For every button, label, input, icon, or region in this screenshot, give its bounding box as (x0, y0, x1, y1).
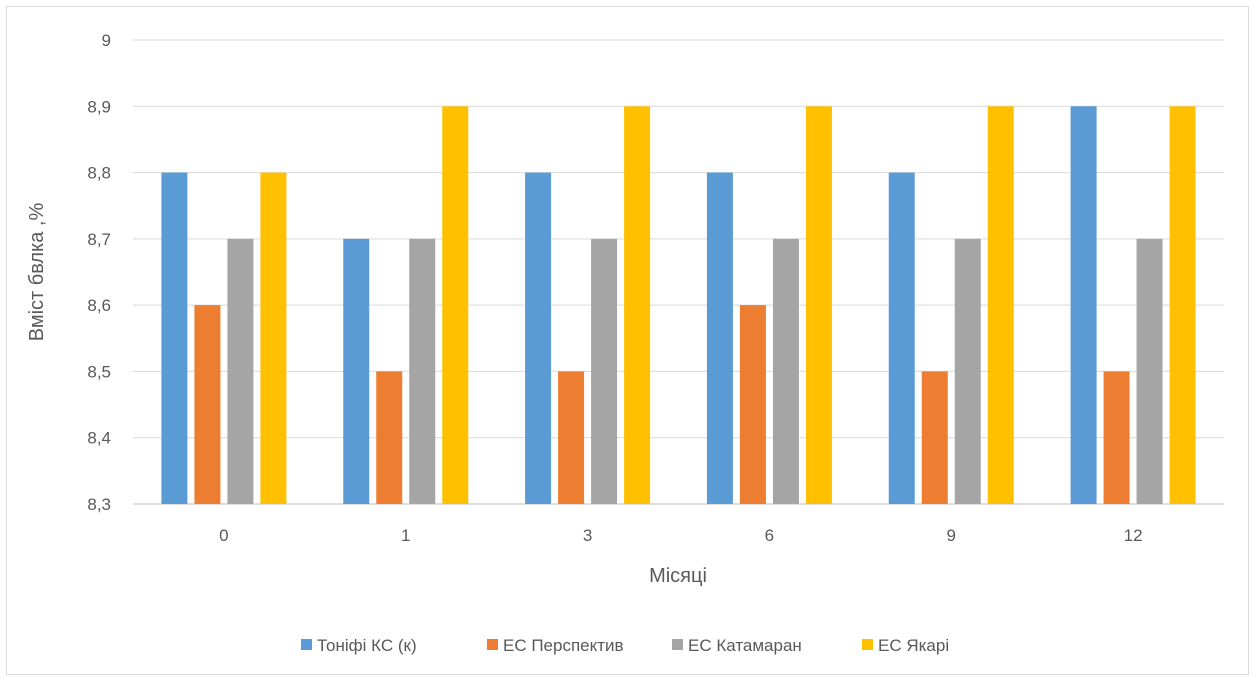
bar (376, 371, 403, 504)
bar (772, 238, 799, 504)
bar (1169, 106, 1196, 505)
x-tick-label: 12 (1124, 526, 1143, 545)
y-tick-label: 8,4 (87, 429, 111, 448)
y-tick-label: 8,7 (87, 230, 111, 249)
y-tick-labels: 8,3 8,4 8,5 8,6 8,7 8,8 8,9 9 (87, 31, 111, 514)
x-tick-label: 1 (401, 526, 410, 545)
bar (706, 172, 733, 505)
bar (954, 238, 981, 504)
bar (227, 238, 254, 504)
legend-swatch (487, 639, 498, 650)
bar (1136, 238, 1163, 504)
legend-swatch (862, 639, 873, 650)
bar (525, 172, 552, 505)
legend-swatch (301, 639, 312, 650)
x-tick-label: 3 (583, 526, 592, 545)
bar (987, 106, 1014, 505)
bar (161, 172, 188, 505)
legend-label: Тоніфі КС (к) (317, 636, 417, 655)
bars (161, 106, 1196, 505)
y-tick-label: 8,8 (87, 164, 111, 183)
bar (591, 238, 618, 504)
bar (442, 106, 469, 505)
bar (409, 238, 436, 504)
x-tick-label: 6 (765, 526, 774, 545)
y-tick-label: 8,6 (87, 296, 111, 315)
bar (1103, 371, 1130, 504)
bar (1070, 106, 1097, 505)
legend-swatch (672, 639, 683, 650)
bar (739, 305, 766, 504)
y-tick-label: 8,3 (87, 495, 111, 514)
bar (921, 371, 948, 504)
bar (888, 172, 915, 505)
y-tick-label: 8,5 (87, 362, 111, 381)
legend-label: ЕС Якарі (878, 636, 949, 655)
legend-label: ЕС Катамаран (688, 636, 802, 655)
bar (194, 305, 221, 504)
gridlines (133, 39, 1224, 505)
legend: Тоніфі КС (к) ЕС Перспектив ЕС Катамаран ЕС… (301, 636, 949, 655)
y-tick-label: 9 (102, 31, 111, 50)
bar (343, 238, 370, 504)
legend-label: ЕС Перспектив (503, 636, 624, 655)
x-axis-title: Місяці (649, 565, 707, 587)
x-tick-label: 0 (219, 526, 228, 545)
bar (624, 106, 651, 505)
y-tick-label: 8,9 (87, 97, 111, 116)
bar (805, 106, 832, 505)
x-tick-label: 9 (947, 526, 956, 545)
y-axis-title: Вміст бвлка ,% (26, 203, 48, 342)
bar (558, 371, 585, 504)
bar (260, 172, 287, 505)
x-tick-labels: 0 1 3 6 9 12 (219, 526, 1142, 545)
